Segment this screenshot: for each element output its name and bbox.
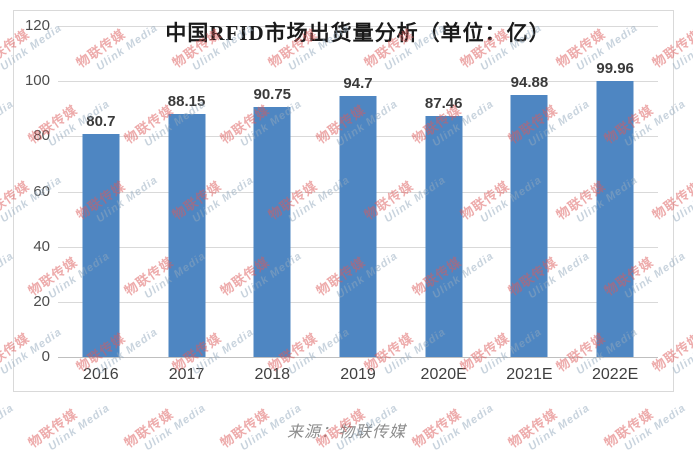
value-label: 94.88 — [510, 74, 549, 91]
chart-frame: 中国RFID市场出货量分析（单位：亿） 0 20 40 60 80 100 120 80.7… — [13, 10, 674, 392]
y-tick-label: 60 — [33, 182, 50, 200]
source-caption: 来源：物联传媒 — [286, 424, 406, 441]
value-label: 87.46 — [424, 95, 463, 112]
y-tick-label: 0 — [41, 348, 50, 365]
y-tick-label: 40 — [33, 237, 50, 255]
bar-group: 94.7 2019 — [315, 26, 401, 383]
value-label: 90.75 — [253, 86, 292, 103]
bar-group: 80.7 2016 — [58, 26, 144, 383]
x-tick-label: 2017 — [168, 366, 205, 383]
x-tick-label: 2016 — [83, 366, 119, 383]
x-tick-label: 2021E — [506, 366, 553, 383]
bar — [168, 114, 206, 357]
bar — [82, 134, 120, 357]
value-label: 88.15 — [167, 93, 206, 110]
bar-group: 99.96 2022E — [572, 26, 658, 383]
plot-area: 80.7 2016 88.15 2017 90.75 2018 94.7 2019 87.46 2… — [58, 26, 658, 383]
x-tick-label: 2020E — [420, 366, 467, 383]
bar — [339, 96, 377, 357]
value-label: 94.7 — [343, 75, 373, 92]
bar — [596, 81, 634, 357]
gridline — [58, 81, 658, 83]
value-label: 80.7 — [86, 113, 116, 130]
x-tick-label: 2018 — [254, 366, 291, 383]
bar — [253, 107, 291, 357]
bar-group: 90.75 2018 — [229, 26, 315, 383]
x-axis-line — [58, 357, 658, 358]
y-tick-label: 80 — [33, 127, 50, 145]
bar — [510, 95, 548, 357]
bar-group: 94.88 2021E — [487, 26, 573, 383]
bar-group: 87.46 2020E — [401, 26, 487, 383]
value-label: 99.96 — [596, 60, 634, 77]
x-tick-label: 2019 — [340, 366, 376, 383]
bar-group: 88.15 2017 — [144, 26, 230, 383]
y-tick-label: 120 — [24, 17, 50, 34]
y-tick-label: 20 — [33, 292, 50, 310]
y-tick-label: 100 — [24, 72, 50, 90]
gridline — [58, 26, 658, 27]
x-tick-label: 2022E — [591, 366, 639, 383]
bar — [425, 116, 463, 357]
chart-title: 中国RFID市场出货量分析（单位：亿） — [165, 21, 551, 45]
